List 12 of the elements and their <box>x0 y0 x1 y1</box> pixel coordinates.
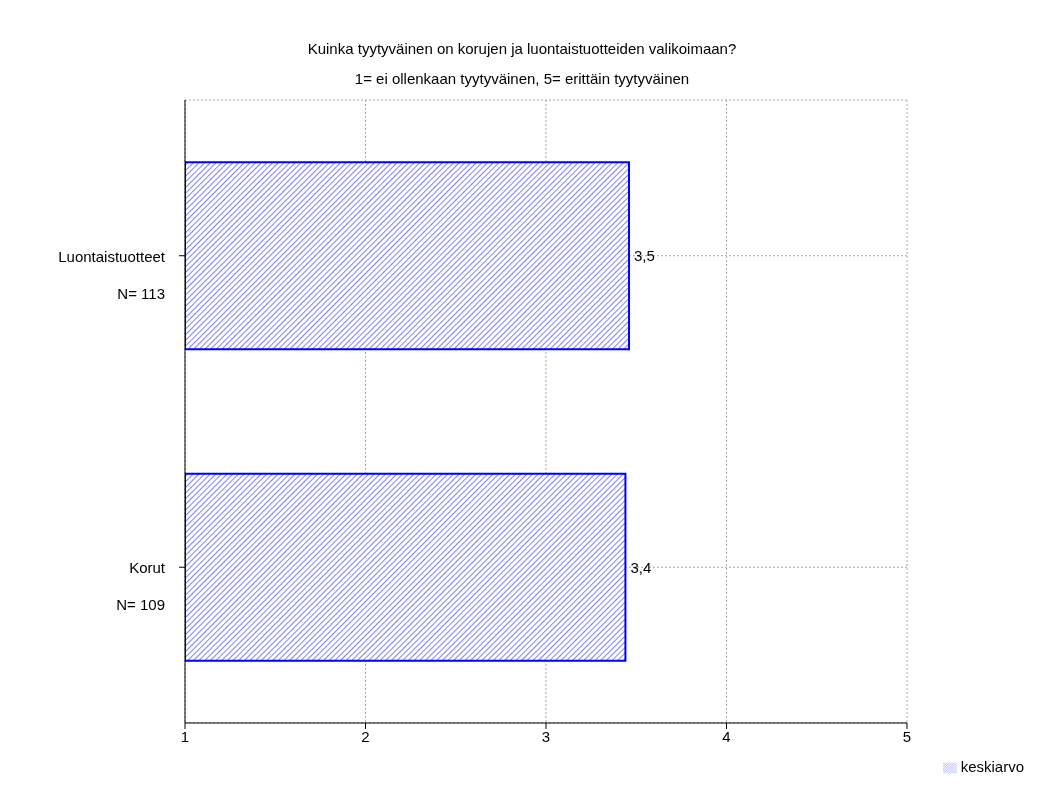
data-label: 3,4 <box>630 558 652 576</box>
x-tick-label: 4 <box>722 727 731 745</box>
x-tick-label: 2 <box>361 727 370 745</box>
x-tick-label: 3 <box>541 727 551 745</box>
category-label: Korut N= 109 <box>116 559 165 614</box>
chart-subtitle: 1= ei ollenkaan tyytyväinen, 5= erittäin tyytyväinen <box>353 69 691 89</box>
x-tick-label: 5 <box>902 727 912 745</box>
legend-label: keskiarvo <box>960 757 1024 775</box>
data-label: 3,5 <box>634 247 655 265</box>
x-tick-label: 1 <box>180 727 190 745</box>
chart-title: Kuinka tyytyväinen on korujen ja luontaistuotteiden valikoimaan? <box>306 39 738 59</box>
category-label: Luontaistuotteet N= 113 <box>58 247 165 302</box>
